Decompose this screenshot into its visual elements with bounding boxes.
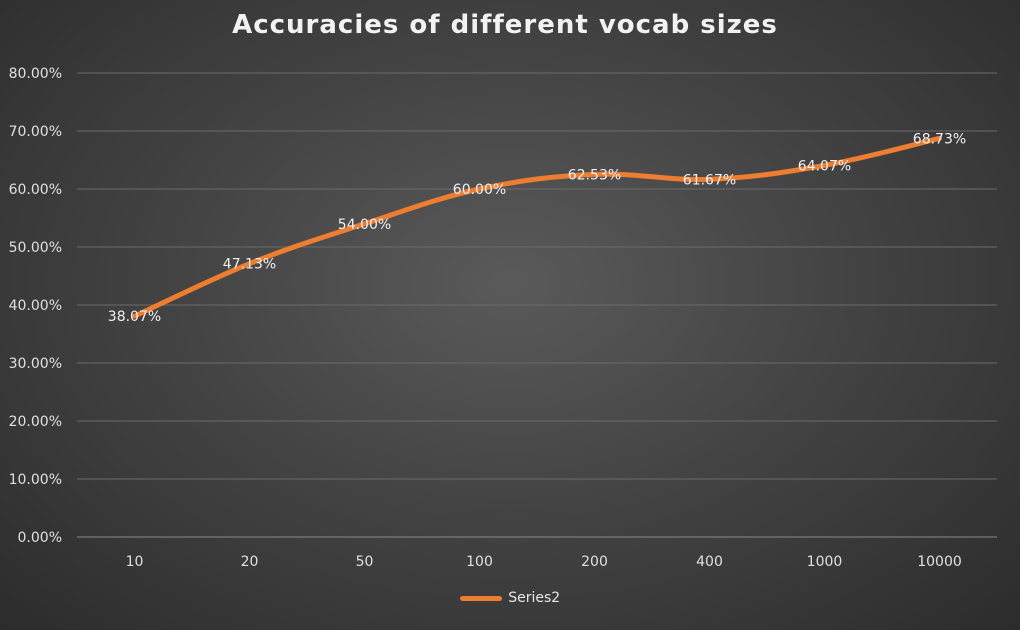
y-tick-label: 60.00% — [9, 182, 62, 198]
x-tick-label: 10 — [126, 554, 144, 570]
y-tick-label: 40.00% — [9, 298, 62, 314]
y-tick-label: 10.00% — [9, 472, 62, 488]
y-tick-label: 80.00% — [9, 66, 62, 82]
data-label: 61.67% — [683, 172, 736, 188]
legend: Series2 — [0, 590, 1020, 606]
legend-swatch-series2 — [459, 595, 502, 601]
data-label: 38.07% — [108, 309, 161, 325]
data-label: 60.00% — [453, 182, 506, 198]
x-tick-label: 100 — [466, 554, 493, 570]
chart-title: Accuracies of different vocab sizes — [232, 10, 778, 40]
data-label: 54.00% — [338, 217, 391, 233]
y-tick-label: 0.00% — [18, 530, 62, 546]
y-tick-label: 50.00% — [9, 240, 62, 256]
x-tick-label: 20 — [241, 554, 259, 570]
x-tick-label: 10000 — [917, 554, 962, 570]
x-tick-label: 1000 — [807, 554, 843, 570]
data-label: 47.13% — [223, 257, 276, 273]
y-tick-label: 70.00% — [9, 124, 62, 140]
x-tick-label: 400 — [696, 554, 723, 570]
legend-label-series2: Series2 — [508, 590, 561, 606]
data-label: 62.53% — [568, 167, 621, 183]
x-tick-label: 50 — [356, 554, 374, 570]
data-label: 68.73% — [913, 131, 966, 147]
series-line-series2 — [132, 135, 942, 319]
x-tick-label: 200 — [581, 554, 608, 570]
y-tick-label: 20.00% — [9, 414, 62, 430]
data-label: 64.07% — [798, 158, 851, 174]
y-tick-label: 30.00% — [9, 356, 62, 372]
